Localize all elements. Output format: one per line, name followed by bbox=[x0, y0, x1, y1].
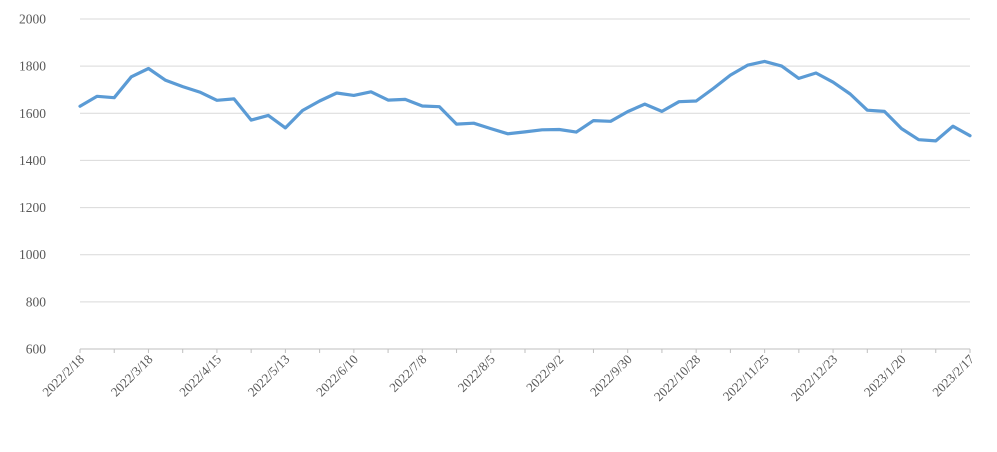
y-axis-label: 1000 bbox=[19, 247, 46, 262]
x-axis-label: 2022/5/13 bbox=[245, 352, 293, 400]
x-axis-label: 2022/6/10 bbox=[313, 352, 361, 400]
y-axis-label: 1600 bbox=[19, 106, 46, 121]
y-axis-label: 800 bbox=[26, 294, 47, 309]
y-axis-label: 1800 bbox=[19, 59, 46, 74]
x-axis-label: 2022/9/30 bbox=[587, 352, 635, 400]
y-axis-label: 1200 bbox=[19, 200, 46, 215]
x-axis-label: 2022/7/8 bbox=[386, 352, 429, 395]
x-axis-label: 2022/12/23 bbox=[788, 352, 840, 404]
y-axis-label: 600 bbox=[26, 342, 47, 357]
data-series-line bbox=[78, 59, 972, 143]
x-axis-label: 2022/2/18 bbox=[39, 352, 87, 400]
x-axis-label: 2023/1/20 bbox=[861, 352, 909, 400]
x-axis-label: 2022/11/25 bbox=[720, 352, 772, 404]
x-axis-label: 2022/4/15 bbox=[176, 352, 224, 400]
x-axis-label: 2022/3/18 bbox=[108, 352, 156, 400]
x-axis-label: 2023/2/17 bbox=[929, 351, 977, 399]
x-axis-label: 2022/8/5 bbox=[455, 352, 498, 395]
y-axis-label: 2000 bbox=[19, 12, 46, 27]
x-axis-label: 2022/9/2 bbox=[523, 352, 566, 395]
y-axis-label: 1400 bbox=[19, 153, 46, 168]
x-axis-label: 2022/10/28 bbox=[651, 352, 703, 404]
